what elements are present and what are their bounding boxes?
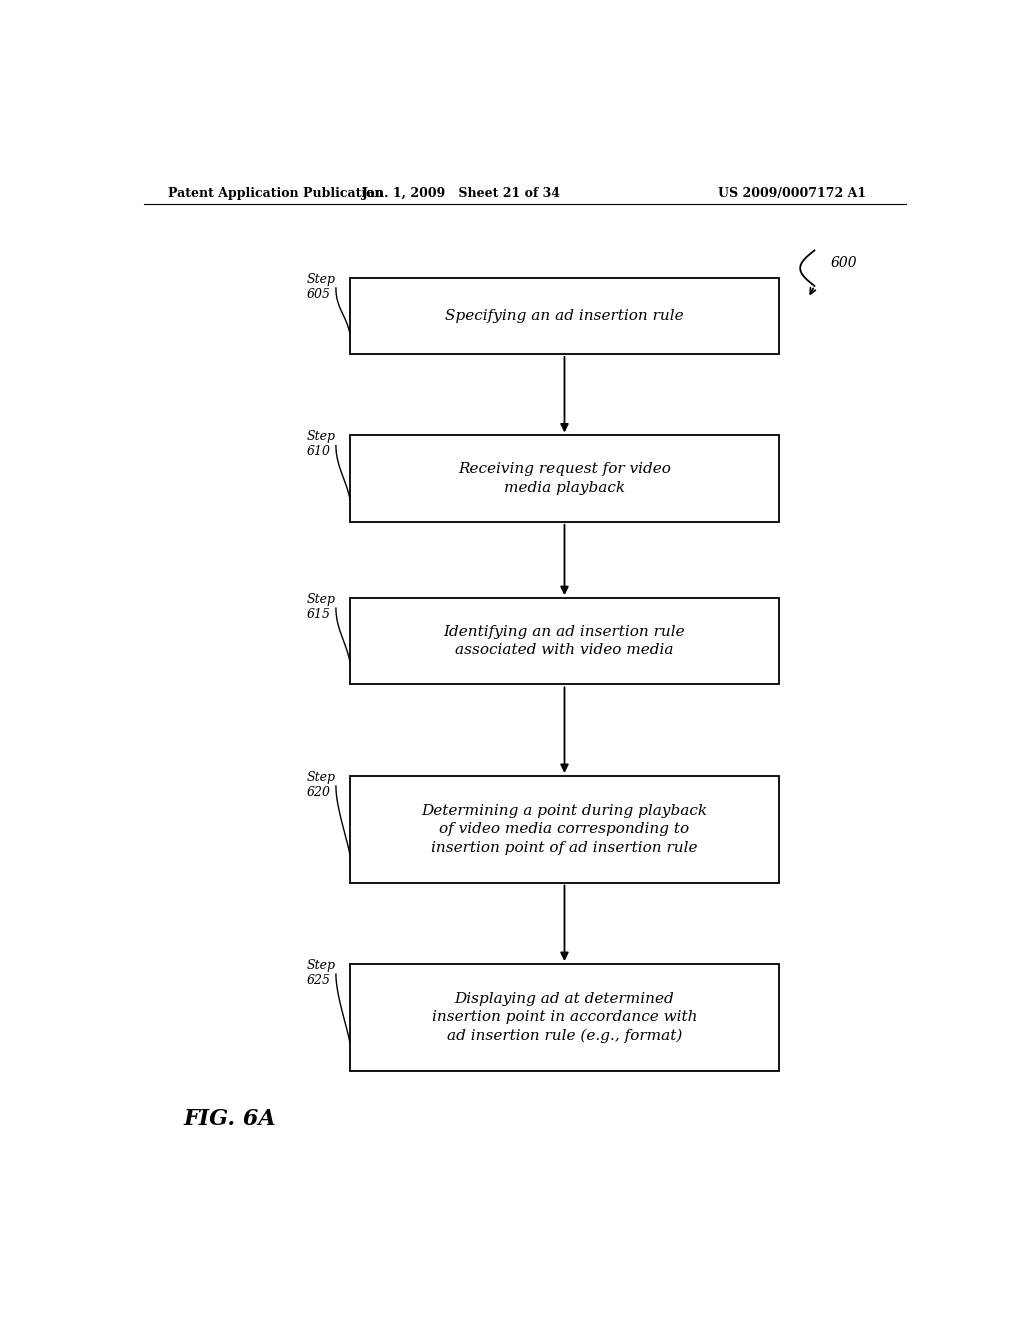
Text: Identifying an ad insertion rule
associated with video media: Identifying an ad insertion rule associa… — [443, 624, 685, 657]
Text: Step
615: Step 615 — [306, 593, 336, 620]
Text: Step
605: Step 605 — [306, 273, 336, 301]
Bar — [350, 964, 779, 1071]
Bar — [350, 277, 779, 354]
Bar — [350, 598, 779, 684]
Text: FIG. 6A: FIG. 6A — [183, 1107, 276, 1130]
Text: Step
610: Step 610 — [306, 430, 336, 458]
Text: 600: 600 — [830, 256, 857, 271]
Text: Receiving request for video
media playback: Receiving request for video media playba… — [458, 462, 671, 495]
Text: US 2009/0007172 A1: US 2009/0007172 A1 — [718, 187, 866, 201]
Text: Step
620: Step 620 — [306, 771, 336, 799]
Bar — [350, 776, 779, 883]
Text: Determining a point during playback
of video media corresponding to
insertion po: Determining a point during playback of v… — [422, 804, 708, 854]
Text: Specifying an ad insertion rule: Specifying an ad insertion rule — [445, 309, 684, 323]
Text: Displaying ad at determined
insertion point in accordance with
ad insertion rule: Displaying ad at determined insertion po… — [432, 991, 697, 1043]
Text: Step
625: Step 625 — [306, 958, 336, 987]
Bar — [350, 436, 779, 521]
Text: Patent Application Publication: Patent Application Publication — [168, 187, 383, 201]
Text: Jan. 1, 2009   Sheet 21 of 34: Jan. 1, 2009 Sheet 21 of 34 — [361, 187, 561, 201]
